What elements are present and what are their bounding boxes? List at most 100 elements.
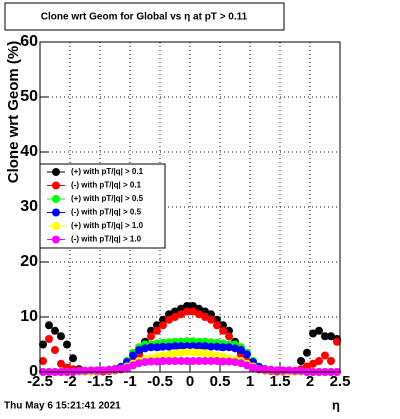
point xyxy=(213,315,221,324)
point xyxy=(165,310,173,319)
point xyxy=(51,346,59,354)
point xyxy=(171,342,179,351)
point xyxy=(183,357,191,365)
point xyxy=(153,326,161,335)
point xyxy=(159,342,167,351)
point xyxy=(177,357,185,365)
point xyxy=(45,335,53,343)
point xyxy=(243,361,251,370)
point xyxy=(201,313,209,321)
legend: (+) with pT/|q| > 0.1 (-) with pT/|q| > 0… xyxy=(39,163,166,249)
point xyxy=(333,337,341,346)
point xyxy=(189,348,197,357)
point xyxy=(159,357,167,365)
y-tick-label: 60 xyxy=(20,33,38,50)
x-tick-label: -0.5 xyxy=(147,373,173,390)
point xyxy=(165,342,173,351)
point xyxy=(171,307,179,316)
point xyxy=(201,307,209,316)
legend-label: (-) with pT/|q| > 0.5 xyxy=(71,208,142,217)
point xyxy=(117,364,125,373)
point xyxy=(237,351,245,360)
point xyxy=(237,359,245,368)
point xyxy=(195,357,203,365)
point xyxy=(219,321,227,330)
point xyxy=(207,342,215,351)
chart-title: Clone wrt Geom for Global vs η at pT > 0… xyxy=(41,12,248,23)
point xyxy=(189,307,197,316)
x-tick-label: 0.5 xyxy=(210,373,231,390)
point xyxy=(195,310,203,319)
point xyxy=(315,357,323,365)
point xyxy=(165,350,173,359)
y-tick-label: 20 xyxy=(20,253,38,270)
point xyxy=(111,365,119,374)
point xyxy=(129,361,137,370)
point xyxy=(123,363,131,372)
point xyxy=(261,365,269,374)
point xyxy=(231,344,239,353)
x-tick-label: 1 xyxy=(246,373,254,390)
point xyxy=(177,310,185,319)
point xyxy=(183,348,191,357)
point xyxy=(63,340,71,349)
point xyxy=(39,357,47,365)
point xyxy=(201,342,209,351)
point xyxy=(135,346,143,354)
plot-area: 0 10 20 30 40 50 60 -2.5 -2 -1.5 -1 -0.5 0 0.5 1 1.5 2 2.… xyxy=(20,33,350,390)
point xyxy=(303,362,311,371)
point xyxy=(327,357,335,365)
point xyxy=(69,354,77,363)
legend-label: (+) with pT/|q| > 1.0 xyxy=(71,221,144,230)
point xyxy=(255,364,263,373)
point xyxy=(189,302,197,310)
point xyxy=(195,304,203,313)
legend-label: (+) with pT/|q| > 0.1 xyxy=(71,167,144,176)
point xyxy=(309,359,317,368)
point xyxy=(303,348,311,357)
y-axis-label: Clone wrt Geom (%) xyxy=(5,41,22,184)
point xyxy=(81,366,89,375)
point xyxy=(201,349,209,358)
point xyxy=(195,342,203,351)
x-tick-label: -1 xyxy=(123,373,136,390)
point xyxy=(231,358,239,367)
x-tick-label: 2.5 xyxy=(330,373,351,390)
point xyxy=(159,315,167,324)
point xyxy=(165,315,173,324)
legend-label: (-) with pT/|q| > 1.0 xyxy=(71,235,142,244)
point xyxy=(207,315,215,324)
point xyxy=(291,366,299,375)
point xyxy=(207,357,215,365)
point xyxy=(153,343,161,352)
point xyxy=(213,351,221,360)
x-axis-label: η xyxy=(332,397,340,412)
point xyxy=(147,357,155,366)
legend-label: (+) with pT/|q| > 0.5 xyxy=(71,194,144,203)
y-tick-label: 10 xyxy=(20,308,38,325)
point xyxy=(183,302,191,310)
point xyxy=(171,349,179,358)
point xyxy=(39,340,47,349)
point xyxy=(171,313,179,321)
point xyxy=(225,326,233,335)
point xyxy=(177,304,185,313)
point xyxy=(195,348,203,357)
point xyxy=(57,332,65,341)
point xyxy=(141,358,149,367)
x-tick-label: -2 xyxy=(63,373,76,390)
point xyxy=(297,366,305,375)
point xyxy=(225,332,233,341)
point xyxy=(189,357,197,365)
point xyxy=(309,329,317,338)
point xyxy=(75,366,83,375)
point xyxy=(147,332,155,341)
point xyxy=(315,326,323,335)
point xyxy=(225,357,233,366)
point xyxy=(321,332,329,341)
y-tick-label: 30 xyxy=(20,198,38,215)
point xyxy=(297,357,305,365)
point xyxy=(327,332,335,341)
point xyxy=(183,342,191,351)
